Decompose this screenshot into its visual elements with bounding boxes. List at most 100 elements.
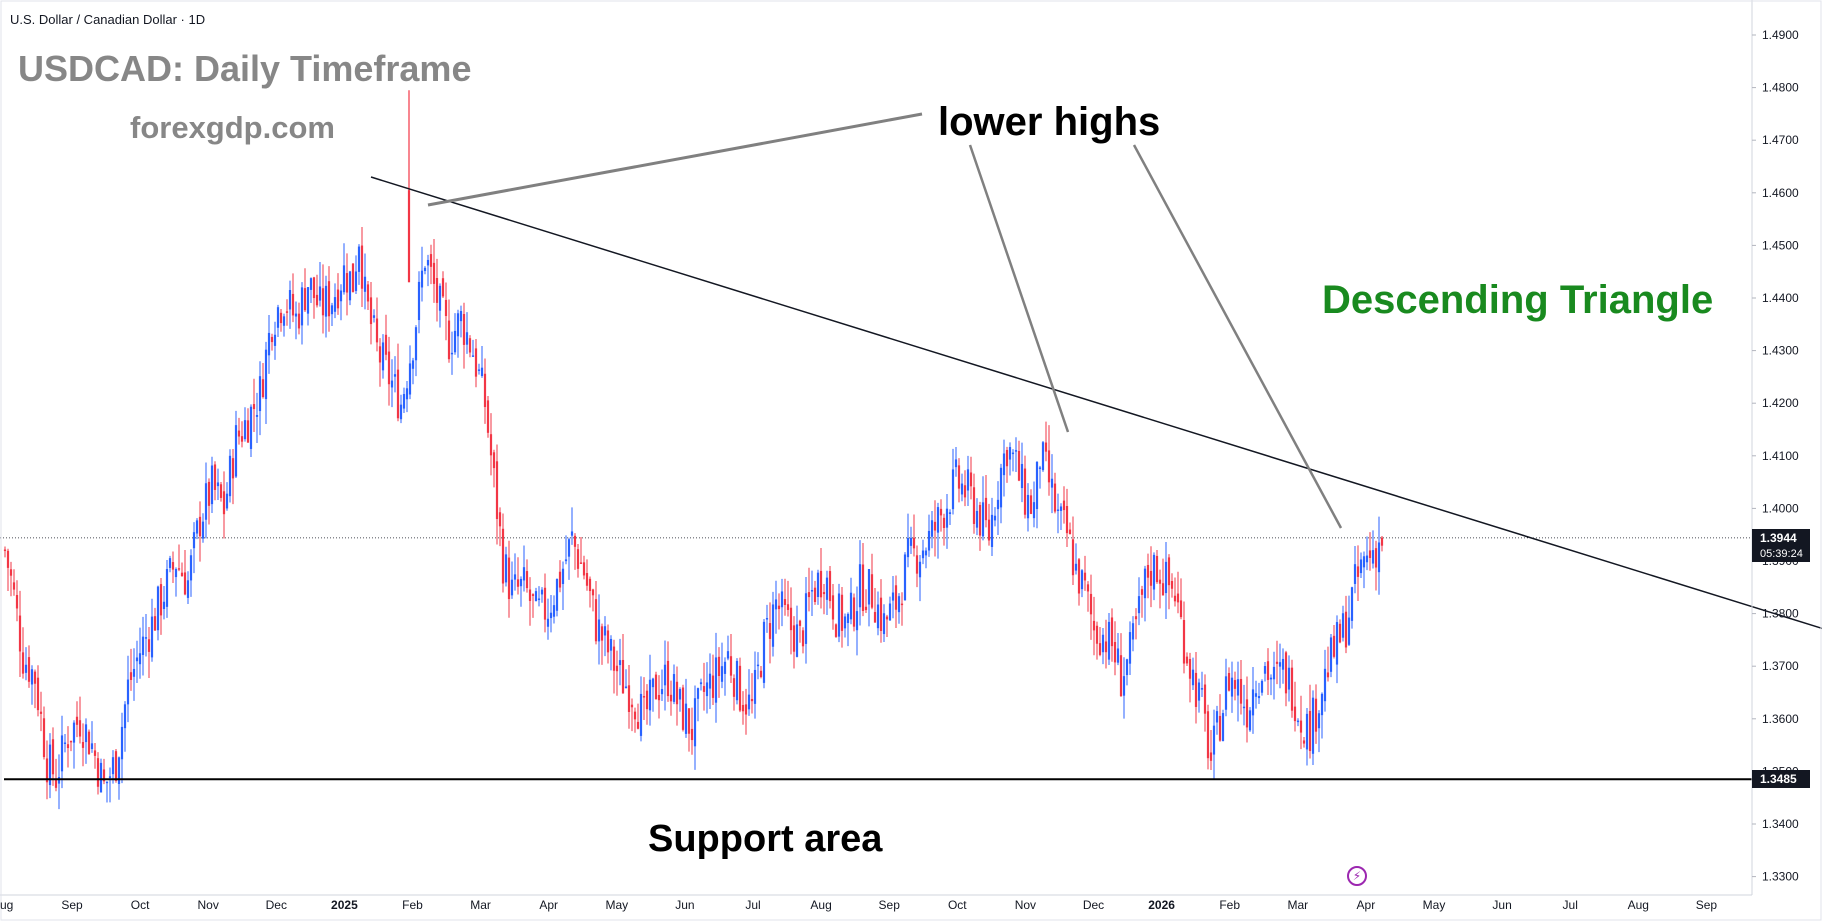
candle-body [330,305,334,315]
candle-body [1005,449,1009,467]
candle-body [399,404,403,420]
candle-body [1296,720,1300,723]
lightning-bolt-icon[interactable]: ⚡ [1347,866,1367,886]
candle-body [1119,655,1123,697]
candle-body [657,694,661,701]
candle-body [1275,661,1279,664]
candle-body [624,686,628,689]
candle-body [1143,568,1147,599]
candle-body [699,682,703,685]
candle-body [1254,693,1258,697]
candle-body [963,485,967,498]
candle-body [1167,557,1171,586]
candle-body [1230,677,1234,697]
candle-body [915,555,919,574]
candle-body [672,674,676,702]
candle-body [441,278,445,297]
candle-body [1332,635,1336,657]
candle-body [1368,550,1372,558]
candle-body [57,777,61,784]
candle-body [1056,509,1060,511]
candle-body [108,776,112,778]
candle-body [1095,625,1099,644]
candle-body [102,769,106,782]
x-tick-label-0: Sep [61,898,83,912]
candle-body [681,687,685,730]
candle-body [75,716,79,725]
candle-body [24,664,28,673]
candle-body [27,657,31,682]
x-tick-label-12: Sep [879,898,901,912]
candle-body [648,679,652,711]
candle-body [222,491,226,515]
candle-body [417,281,421,321]
candle-body [612,646,616,671]
candle-body [501,528,505,584]
candle-body [159,584,163,616]
candle-body [675,681,679,705]
y-tick-label-4: 1.4500 [1762,238,1799,252]
candle-body [357,246,361,272]
candle-body [807,592,811,598]
candle-body [951,469,955,510]
candle-body [1359,559,1363,574]
candle-body [1215,711,1219,723]
candle-body [1353,564,1357,584]
candle-body [1131,623,1135,640]
candle-body [186,580,190,598]
candle-body [1290,667,1294,711]
candle-body [666,660,670,697]
candle-body [1314,698,1318,732]
candle-body [1374,548,1378,568]
candle-body [738,665,742,711]
candle-body [603,626,607,636]
candle-body [705,682,709,697]
candle-body [1260,680,1264,693]
candle-body [180,572,184,577]
y-tick-label-9: 1.4000 [1762,501,1799,515]
candle-body [1338,623,1342,643]
candle-body [582,562,586,576]
candle-body [21,652,25,674]
candle-body [1134,616,1138,620]
candle-body [411,360,415,369]
candle-body [549,612,553,619]
candle-body [504,554,508,583]
candle-body [597,619,601,642]
candle-body [252,404,256,410]
candle-body [315,294,319,306]
candle-body [1047,450,1051,483]
candle-body [111,757,115,775]
candle-body [507,557,511,600]
candle-body [1356,566,1360,577]
candle-body [804,593,808,644]
candle-body [453,330,457,353]
candle-body [513,574,517,580]
candle-body [135,657,139,662]
candle-body [420,270,424,288]
candle-body [258,376,262,412]
candle-body [1242,706,1246,709]
candle-body [855,611,859,631]
candle-body [1371,550,1375,564]
candle-body [66,744,70,749]
y-tick-label-6: 1.4300 [1762,344,1799,358]
candle-body [969,472,973,487]
candle-body [129,672,133,681]
candle-body [390,380,394,388]
candle-body [354,271,358,291]
candle-body [1035,461,1039,510]
candle-body [18,615,22,652]
candle-body [480,367,484,377]
x-tick-label-15: Dec [1083,898,1104,912]
candle-body [522,567,526,581]
candle-body [1065,505,1069,534]
x-tick-label-14: Nov [1015,898,1036,912]
candle-body [744,704,748,715]
candle-body [1116,648,1120,663]
pointer-line-third-high [1132,144,1343,529]
candle-body [45,758,49,783]
candle-body [879,597,883,631]
candle-body [999,467,1003,508]
